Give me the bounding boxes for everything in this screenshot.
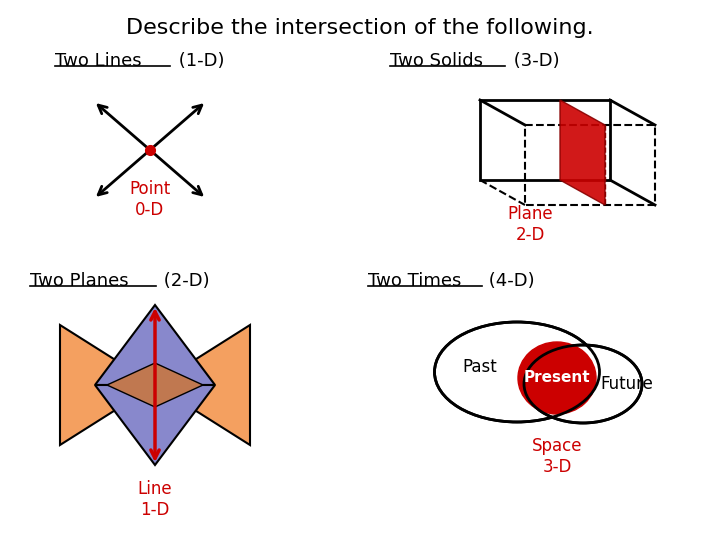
Polygon shape [95,305,215,385]
Text: Present: Present [523,369,590,384]
Text: Plane
2-D: Plane 2-D [507,205,553,244]
Text: Space
3-D: Space 3-D [532,437,582,476]
Text: Two Solids: Two Solids [390,52,483,70]
Text: (2-D): (2-D) [158,272,210,290]
Text: (3-D): (3-D) [508,52,559,70]
Text: Point
0-D: Point 0-D [130,180,171,219]
Polygon shape [155,325,250,445]
Ellipse shape [524,345,642,423]
Text: Two Times: Two Times [368,272,462,290]
Text: Two Lines: Two Lines [55,52,142,70]
Text: Past: Past [463,358,498,376]
Text: (1-D): (1-D) [173,52,225,70]
Polygon shape [107,363,203,407]
Text: (4-D): (4-D) [483,272,535,290]
Text: Describe the intersection of the following.: Describe the intersection of the followi… [126,18,594,38]
Ellipse shape [434,322,600,422]
Text: Two Planes: Two Planes [30,272,129,290]
Ellipse shape [518,342,596,414]
Polygon shape [95,385,215,465]
Text: Line
1-D: Line 1-D [138,480,172,519]
Text: Future: Future [600,375,654,393]
Polygon shape [60,325,155,445]
Polygon shape [560,100,605,205]
